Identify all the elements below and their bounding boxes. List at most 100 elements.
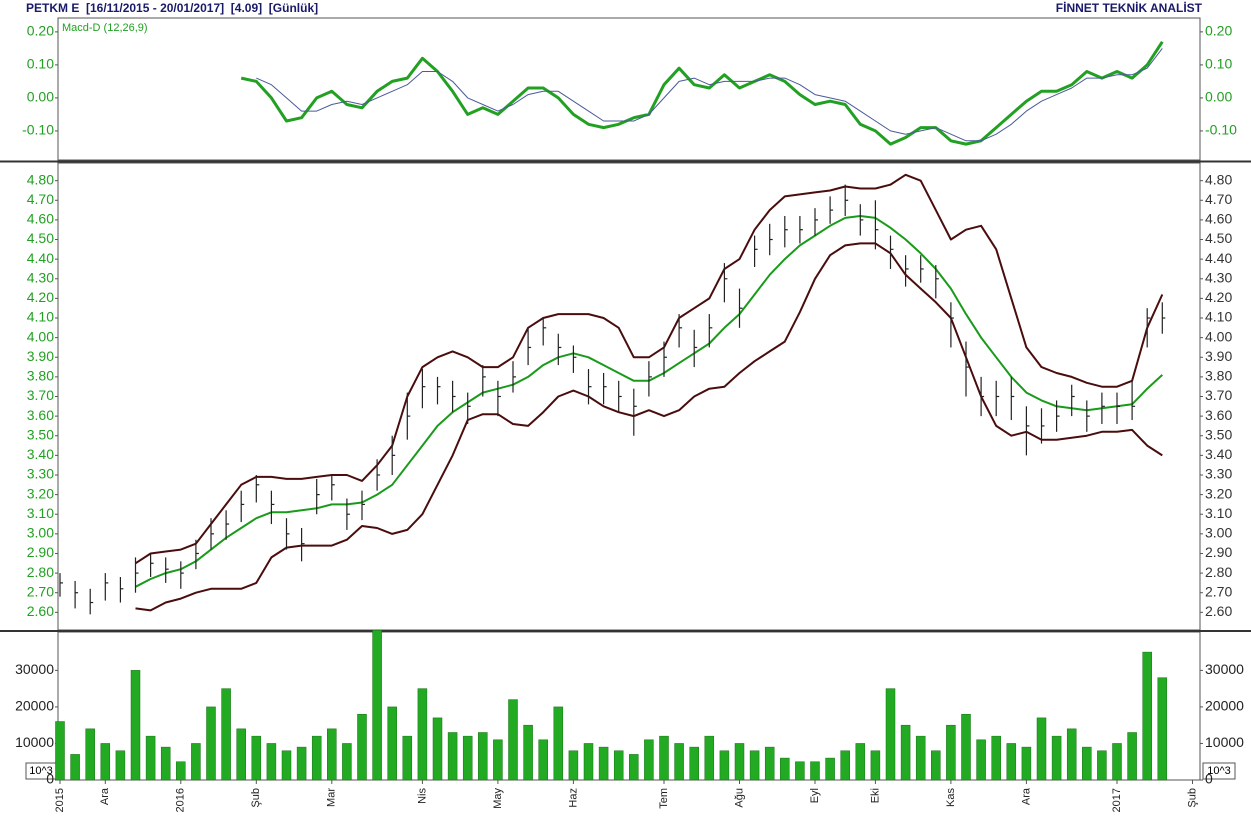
volume-bar — [100, 743, 111, 781]
volume-bar — [644, 739, 654, 781]
y-tick-label: 4.10 — [27, 309, 54, 325]
unit-label: 10^3 — [1207, 765, 1231, 777]
y-tick-label: 4.60 — [27, 211, 54, 227]
volume-bar — [251, 735, 262, 781]
volume-bar — [236, 728, 246, 781]
series-line — [135, 242, 1163, 612]
volume-bar — [281, 750, 292, 781]
volume-bar — [674, 743, 684, 781]
volume-bar — [553, 706, 564, 781]
unit-box — [1202, 762, 1236, 780]
volume-bar — [795, 761, 805, 781]
y2-tick-label: 4.70 — [1205, 191, 1232, 207]
x-tick-label: Eyl — [809, 788, 821, 803]
volume-bar — [1066, 728, 1077, 781]
volume-bar — [145, 735, 156, 781]
volume-bar — [855, 743, 866, 781]
x-tick-label: Tem — [658, 788, 670, 809]
y-tick-label: 3.70 — [27, 387, 54, 403]
volume-bar — [976, 739, 986, 781]
volume-bar — [55, 721, 65, 781]
volume-bar — [991, 735, 1001, 781]
series-line — [256, 48, 1163, 142]
y-tick-label: 2.80 — [27, 564, 54, 580]
y2-tick-label: -0.10 — [1205, 122, 1237, 138]
volume-bar — [719, 750, 730, 781]
y-tick-label: 3.50 — [27, 426, 54, 442]
volume-bar — [583, 743, 594, 781]
volume-bar — [613, 750, 624, 781]
volume-bar — [266, 743, 277, 781]
volume-bar — [130, 670, 141, 781]
x-tick-label: Eki — [869, 788, 881, 803]
volume-bar — [1127, 732, 1137, 781]
y2-tick-label: 0.00 — [1205, 89, 1232, 105]
y-tick-label: 0 — [46, 771, 54, 787]
volume-bar — [342, 743, 352, 781]
volume-bar — [327, 728, 337, 781]
y-tick-label: 0.00 — [27, 89, 54, 105]
volume-bar — [1082, 746, 1092, 781]
volume-bar — [915, 735, 926, 781]
y-tick-label: 30000 — [15, 661, 54, 677]
volume-bar — [447, 732, 458, 781]
volume-bar — [176, 761, 186, 781]
y-tick-label: 0.10 — [27, 56, 54, 72]
volume-bar — [689, 746, 699, 781]
y-tick-label: -0.10 — [22, 122, 54, 138]
y2-tick-label: 3.80 — [1205, 368, 1232, 384]
volume-bar — [296, 746, 307, 781]
x-tick-label: Mar — [326, 788, 338, 807]
y-tick-label: 3.90 — [27, 348, 54, 364]
y2-tick-label: 3.90 — [1205, 348, 1232, 364]
y2-tick-label: 3.00 — [1205, 525, 1232, 541]
volume-bar — [387, 706, 397, 781]
price-panel — [57, 162, 1201, 631]
volume-bar — [900, 724, 911, 781]
volume-bar — [508, 699, 518, 781]
y-tick-label: 4.30 — [27, 269, 54, 285]
y2-tick-label: 3.10 — [1205, 505, 1232, 521]
volume-bar — [417, 688, 428, 781]
y-tick-label: 3.00 — [27, 525, 54, 541]
volume-bar — [115, 750, 126, 781]
y2-tick-label: 0.10 — [1205, 56, 1232, 72]
y-tick-label: 20000 — [15, 698, 54, 714]
y2-tick-label: 0.20 — [1205, 23, 1232, 39]
volume-bar — [870, 750, 881, 781]
y2-tick-label: 10000 — [1205, 734, 1244, 750]
volume-bar — [885, 688, 896, 781]
series-line — [134, 173, 1164, 565]
y2-tick-label: 4.10 — [1205, 309, 1232, 325]
volume-bar — [764, 746, 775, 781]
volume-bar — [1142, 651, 1152, 781]
volume-bar — [357, 713, 367, 781]
legend-label: Macd-D (12,26,9) — [62, 22, 148, 34]
y2-tick-label: 3.70 — [1205, 387, 1232, 403]
volume-bar — [840, 750, 850, 781]
volume-bar — [206, 706, 216, 781]
chart-title: PETKM E [16/11/2015 - 20/01/2017] [4.09]… — [26, 1, 318, 15]
x-tick-label: Şub — [250, 788, 262, 808]
y2-tick-label: 4.60 — [1205, 211, 1232, 227]
y-tick-label: 10000 — [15, 734, 54, 750]
y-tick-label: 2.60 — [27, 603, 54, 619]
y-tick-label: 4.70 — [27, 191, 54, 207]
x-tick-label: Ara — [1020, 787, 1032, 805]
y2-tick-label: 4.50 — [1205, 230, 1232, 246]
y2-tick-label: 4.80 — [1205, 171, 1232, 187]
y2-tick-label: 2.70 — [1205, 583, 1232, 599]
y-tick-label: 3.30 — [27, 466, 54, 482]
x-tick-label: Haz — [567, 788, 579, 808]
volume-bar — [538, 739, 548, 781]
x-tick-label: 2017 — [1111, 788, 1123, 812]
volume-bar — [1006, 743, 1017, 781]
y2-tick-label: 30000 — [1205, 661, 1244, 677]
volume-bar — [659, 735, 669, 781]
volume-bar — [462, 735, 473, 781]
volume-bar — [1157, 677, 1168, 781]
y-tick-label: 3.20 — [27, 485, 54, 501]
volume-bar — [402, 735, 413, 781]
volume-bar — [749, 750, 760, 781]
y-tick-label: 0.20 — [27, 23, 54, 39]
